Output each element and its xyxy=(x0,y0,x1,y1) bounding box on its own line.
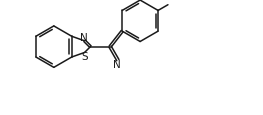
Text: N: N xyxy=(80,33,88,43)
Text: S: S xyxy=(82,52,88,61)
Text: N: N xyxy=(113,59,121,69)
